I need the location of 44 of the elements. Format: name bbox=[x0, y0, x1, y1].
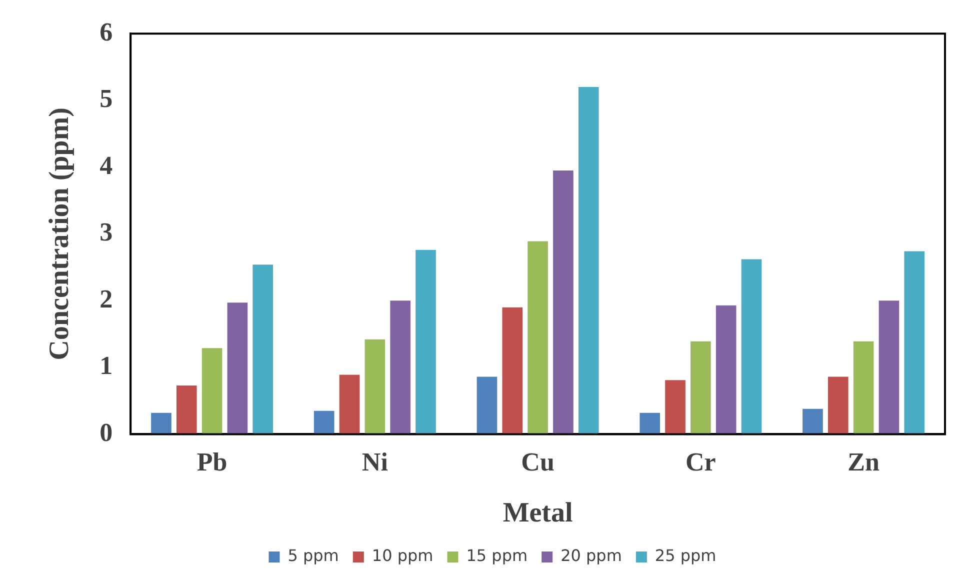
x-tick-label: Ni bbox=[362, 448, 388, 477]
bar bbox=[476, 376, 498, 434]
bar bbox=[853, 341, 874, 434]
bar bbox=[665, 380, 686, 434]
bar bbox=[151, 412, 172, 434]
x-axis-title: Metal bbox=[502, 497, 573, 528]
y-axis-title: Concentration (ppm) bbox=[44, 108, 76, 360]
x-tick-label: Zn bbox=[848, 448, 880, 477]
legend-label: 5 ppm bbox=[288, 546, 339, 566]
x-tick-label: Cr bbox=[686, 448, 716, 477]
y-tick-label: 4 bbox=[100, 150, 113, 180]
x-tick-label: Pb bbox=[196, 448, 228, 477]
bar bbox=[553, 170, 574, 434]
y-tick-label: 0 bbox=[100, 418, 113, 447]
legend-label: 15 ppm bbox=[466, 546, 528, 566]
bar bbox=[364, 339, 386, 434]
bar bbox=[640, 412, 660, 434]
bar bbox=[227, 302, 248, 434]
bar bbox=[904, 251, 925, 434]
bar bbox=[390, 300, 410, 434]
bar bbox=[802, 408, 823, 434]
y-tick-label: 6 bbox=[100, 17, 113, 46]
legend-label: 25 ppm bbox=[654, 546, 716, 566]
x-tick-label: Cu bbox=[521, 448, 554, 477]
bar bbox=[202, 348, 222, 434]
bar bbox=[502, 307, 523, 434]
bar bbox=[528, 241, 548, 434]
y-tick-label: 5 bbox=[100, 84, 113, 114]
bar bbox=[252, 264, 274, 434]
bar bbox=[416, 250, 436, 434]
y-tick-label: 1 bbox=[100, 351, 113, 380]
y-tick-label: 2 bbox=[100, 284, 113, 314]
legend-label: 10 ppm bbox=[372, 546, 434, 566]
bar bbox=[741, 259, 762, 434]
bar bbox=[690, 341, 711, 434]
bar bbox=[828, 376, 848, 434]
bar bbox=[314, 410, 334, 434]
bar bbox=[339, 374, 360, 434]
bar bbox=[716, 305, 736, 434]
bar bbox=[878, 300, 900, 434]
y-tick-label: 3 bbox=[100, 218, 113, 247]
bar bbox=[176, 385, 197, 434]
bar bbox=[578, 87, 599, 434]
legend-label: 20 ppm bbox=[560, 546, 622, 566]
